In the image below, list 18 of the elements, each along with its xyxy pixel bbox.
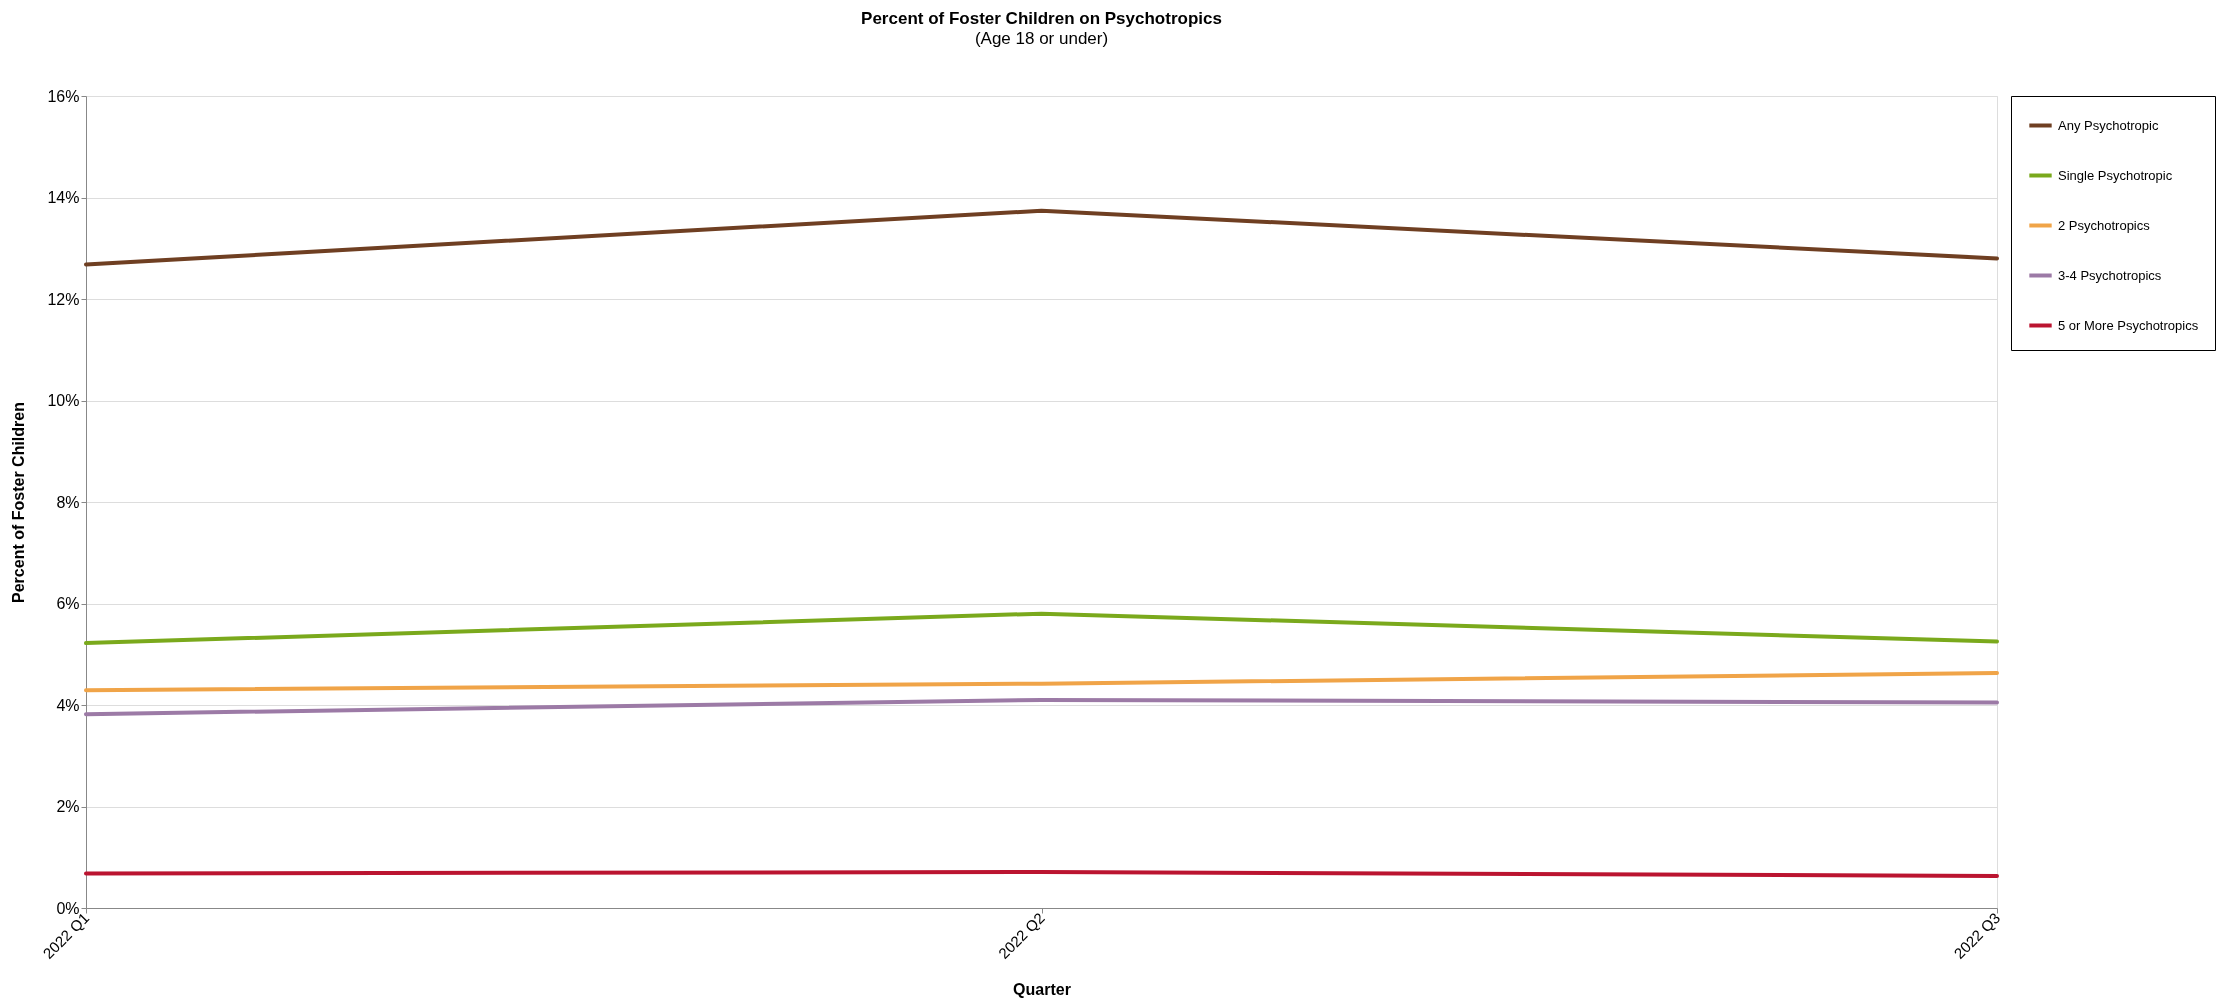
y-tick-label: 0% (56, 899, 80, 917)
legend-label: Single Psychotropic (2058, 167, 2173, 183)
chart-title: Percent of Foster Children on Psychotropics (861, 9, 1222, 28)
y-tick-label: 10% (47, 392, 80, 409)
y-tick-label: 6% (56, 595, 80, 612)
legend-label: 3-4 Psychotropics (2058, 267, 2162, 283)
y-axis-title: Percent of Foster Children (10, 402, 28, 603)
y-tick-label: 14% (47, 189, 80, 206)
chart-subtitle: (Age 18 or under) (974, 29, 1109, 48)
y-tick-label: 16% (47, 87, 80, 105)
y-tick-label: 12% (47, 290, 80, 308)
legend-label: 5 or More Psychotropics (2058, 317, 2199, 333)
y-tick-label: 4% (56, 696, 80, 714)
y-tick-label: 2% (56, 798, 80, 815)
y-tick-label: 8% (56, 493, 80, 511)
x-axis-title: Quarter (1013, 980, 1071, 998)
legend-label: Any Psychotropic (2058, 117, 2159, 133)
legend-label: 2 Psychotropics (2058, 217, 2151, 233)
